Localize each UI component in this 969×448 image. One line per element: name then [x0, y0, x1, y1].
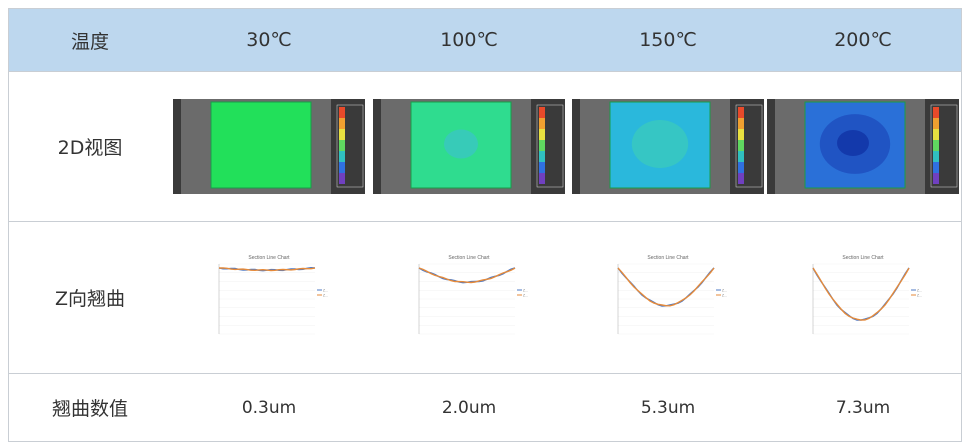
zwarp-row: Z向翘曲 Section Line Chart Z... Z... Section …	[9, 222, 961, 374]
scale-segment	[339, 140, 345, 151]
warp-value-150: 5.3um	[640, 397, 696, 418]
scale-segment	[933, 129, 939, 140]
warp-center	[631, 120, 689, 168]
temperature-label: 温度	[70, 30, 109, 53]
section-chart-200: Section Line Chart Z...Z...	[797, 251, 929, 344]
warp-value-100: 2.0um	[441, 397, 497, 418]
zwarp-label: Z向翘曲	[54, 288, 126, 310]
scale-segment	[539, 151, 545, 162]
scale-frame	[735, 104, 763, 188]
temp-30: 30℃	[246, 29, 292, 51]
temp-100: 100℃	[440, 29, 498, 51]
scale-segment	[339, 118, 345, 129]
legend-label-b: Z...	[323, 293, 328, 297]
legend-label-a: Z...	[722, 288, 727, 292]
section-chart-30: Section Line Chart Z...Z...	[203, 251, 335, 344]
chart-background	[602, 251, 734, 344]
scale-segment	[339, 129, 345, 140]
temp-150: 150℃	[639, 29, 697, 51]
scale-segment	[933, 118, 939, 129]
scale-segment	[339, 162, 345, 173]
scale-segment	[933, 107, 939, 118]
scale-segment	[933, 140, 939, 151]
scale-segment	[339, 173, 345, 184]
chart-background	[797, 251, 929, 344]
chart-cell-30: Section Line Chart Z... Z...	[171, 222, 367, 373]
chart-title: Section Line Chart	[842, 255, 884, 261]
warpval-label: 翘曲数值	[51, 398, 128, 420]
scale-frame	[930, 104, 958, 188]
chart-title: Section Line Chart	[647, 255, 689, 261]
heatmap-cell-100	[367, 72, 571, 221]
chart-cell-150: Section Line Chart Z... Z...	[571, 222, 765, 373]
warp-center	[444, 129, 478, 159]
heatmap-cell-30	[171, 72, 367, 221]
heatmap-200	[767, 99, 959, 194]
section-chart-100: Section Line Chart Z...Z...	[403, 251, 535, 344]
scale-segment	[339, 151, 345, 162]
warp-value-200: 7.3um	[835, 397, 891, 418]
series-line-b	[218, 266, 316, 271]
view2d-row: 2D视图	[9, 72, 961, 222]
scale-segment	[738, 162, 744, 173]
scale-segment	[933, 162, 939, 173]
legend-label-a: Z...	[323, 288, 328, 292]
chart-title: Section Line Chart	[448, 255, 490, 261]
scale-segment	[738, 140, 744, 151]
heatmap-cell-200	[765, 72, 961, 221]
legend-label-b: Z...	[722, 293, 727, 297]
scale-frame	[536, 104, 564, 188]
sample-panel	[210, 101, 312, 189]
series-line-b	[812, 267, 910, 321]
warp-value-30: 0.3um	[241, 397, 297, 418]
scale-segment	[933, 173, 939, 184]
scale-frame	[336, 104, 364, 188]
chart-title: Section Line Chart	[248, 255, 290, 261]
warp-core	[837, 130, 869, 156]
scale-segment	[933, 151, 939, 162]
legend-label-b: Z...	[917, 293, 922, 297]
scale-segment	[738, 173, 744, 184]
scale-segment	[738, 129, 744, 140]
scale-segment	[539, 173, 545, 184]
heatmap-100	[373, 99, 565, 194]
scale-segment	[738, 151, 744, 162]
chart-background	[403, 251, 535, 344]
scale-segment	[339, 107, 345, 118]
chart-background	[203, 251, 335, 344]
scale-segment	[539, 107, 545, 118]
heatmap-150	[572, 99, 764, 194]
scale-segment	[539, 118, 545, 129]
legend-label-a: Z...	[523, 288, 528, 292]
heatmap-cell-150	[571, 72, 765, 221]
scale-segment	[539, 140, 545, 151]
chart-cell-200: Section Line Chart Z... Z...	[765, 222, 961, 373]
chart-cell-100: Section Line Chart Z... Z...	[367, 222, 571, 373]
scale-segment	[738, 107, 744, 118]
temp-200: 200℃	[834, 29, 892, 51]
warpval-row: 翘曲数值 0.3um 2.0um 5.3um 7.3um	[9, 374, 961, 441]
legend-label-b: Z...	[523, 293, 528, 297]
scale-segment	[539, 162, 545, 173]
view2d-label: 2D视图	[57, 137, 123, 159]
series-line-b	[617, 267, 715, 307]
scale-segment	[738, 118, 744, 129]
legend-label-a: Z...	[917, 288, 922, 292]
heatmap-30	[173, 99, 365, 194]
warpage-table: 温度 30℃ 100℃ 150℃ 200℃ 2D视图 Z向翘曲 Section …	[8, 8, 962, 442]
header-row: 温度 30℃ 100℃ 150℃ 200℃	[9, 9, 961, 72]
series-line-b	[418, 266, 516, 283]
section-chart-150: Section Line Chart Z...Z...	[602, 251, 734, 344]
scale-segment	[539, 129, 545, 140]
